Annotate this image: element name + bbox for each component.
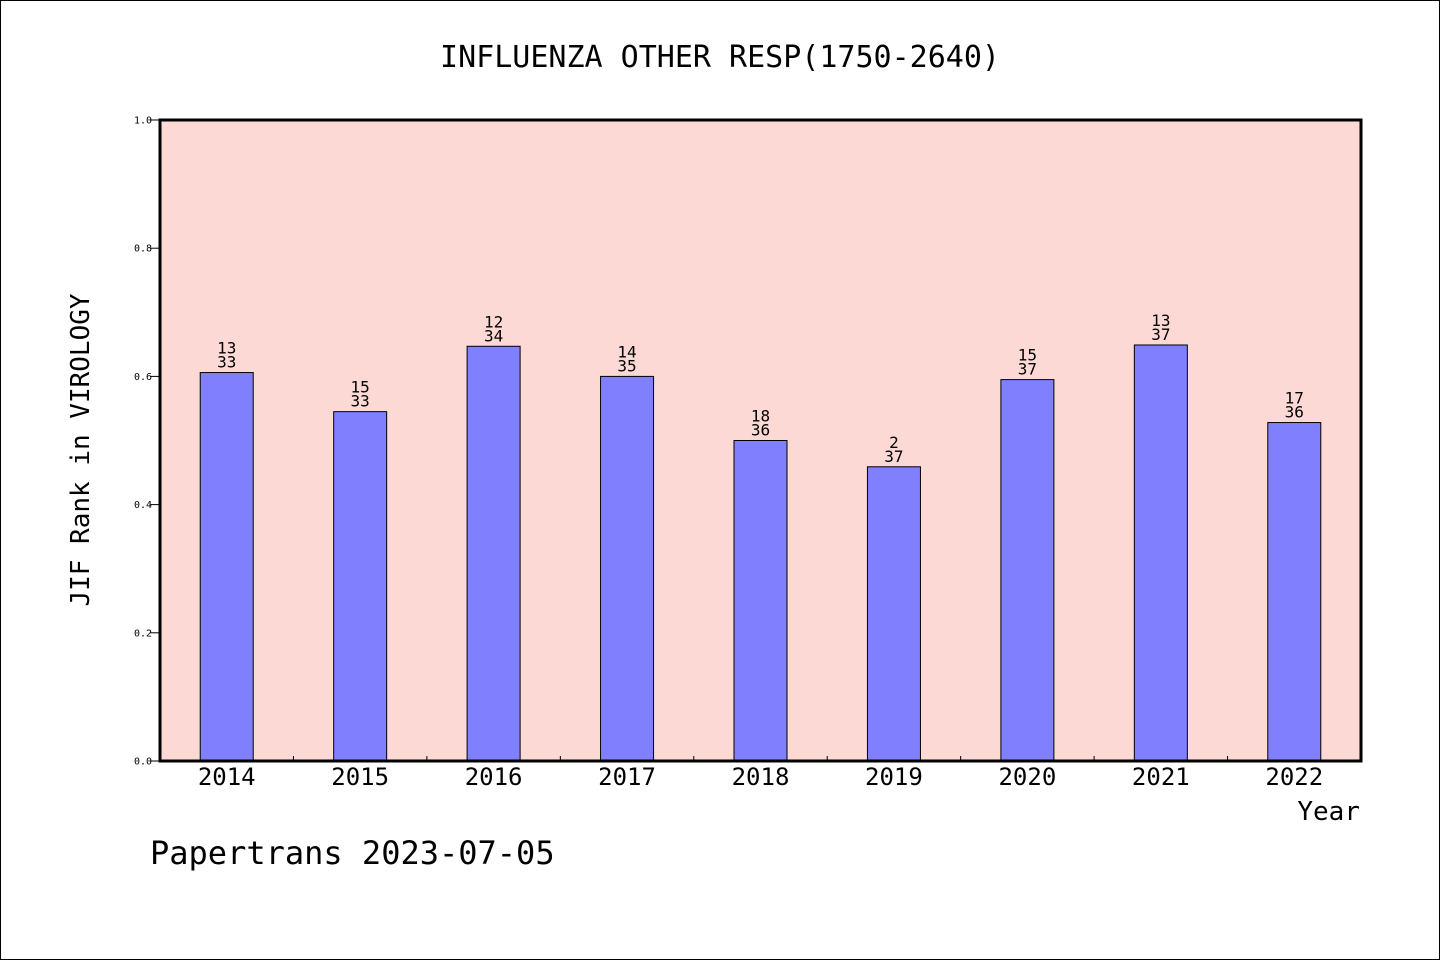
x-tick-label: 2022	[1265, 763, 1323, 791]
bar-2014	[199, 372, 254, 762]
bar-label-total: 36	[751, 421, 770, 440]
x-tick-label: 2016	[465, 763, 523, 791]
bar-2019	[866, 466, 921, 762]
x-tick-label: 2017	[598, 763, 656, 791]
bar-label-total: 36	[1285, 403, 1304, 422]
plot-border	[158, 118, 1363, 763]
bar-label-rank: 15	[351, 378, 370, 397]
bar-label-rank: 13	[1151, 311, 1170, 330]
chart-title: INFLUENZA OTHER RESP(1750-2640)	[440, 40, 1000, 75]
x-tick-label: 2021	[1132, 763, 1190, 791]
bar-2018	[733, 440, 788, 762]
footer-text: Papertrans 2023-07-05	[150, 834, 555, 872]
y-tick-label: 0.0	[134, 757, 152, 768]
x-axis-label: Year	[1297, 797, 1360, 827]
x-tick-label: 2015	[331, 763, 389, 791]
bar-2022	[1267, 422, 1322, 762]
y-tick-label: 0.2	[134, 628, 152, 639]
bar-label-rank: 18	[751, 407, 770, 426]
y-tick-label: 0.4	[134, 500, 152, 511]
y-tick-label: 0.8	[134, 244, 152, 255]
y-axis-label: JIF Rank in VIROLOGY	[66, 293, 96, 606]
x-tick-label: 2020	[998, 763, 1056, 791]
bar-label-rank: 15	[1018, 346, 1037, 365]
bar-2021	[1133, 344, 1188, 762]
y-tick-label: 1.0	[134, 116, 152, 127]
x-tick-label: 2018	[732, 763, 790, 791]
bar-label-total: 33	[217, 353, 236, 372]
bar-2020	[1000, 379, 1055, 762]
bar-label-total: 37	[1151, 325, 1170, 344]
bar-label-total: 34	[484, 326, 503, 345]
bar-label-total: 33	[351, 392, 370, 411]
bar-2016	[466, 345, 521, 762]
bar-2015	[333, 411, 388, 762]
bar-label-rank: 12	[484, 312, 503, 331]
bar-label-total: 35	[617, 356, 636, 375]
bar-label-total: 37	[1018, 360, 1037, 379]
x-tick-label: 2014	[198, 763, 256, 791]
bar-label-rank: 17	[1285, 389, 1304, 408]
bar-label-total: 37	[884, 447, 903, 466]
bar-2017	[600, 375, 655, 762]
bar-label-rank: 2	[889, 433, 899, 452]
ticks-group: 0.0 0.2 0.4 0.6 0.8 1.0 2014 2015 2016 2017 2018 20…	[134, 116, 1323, 792]
bar-label-rank: 13	[217, 339, 236, 358]
bar-label-rank: 14	[617, 342, 636, 361]
x-tick-label: 2019	[865, 763, 923, 791]
y-tick-label: 0.6	[134, 372, 152, 383]
